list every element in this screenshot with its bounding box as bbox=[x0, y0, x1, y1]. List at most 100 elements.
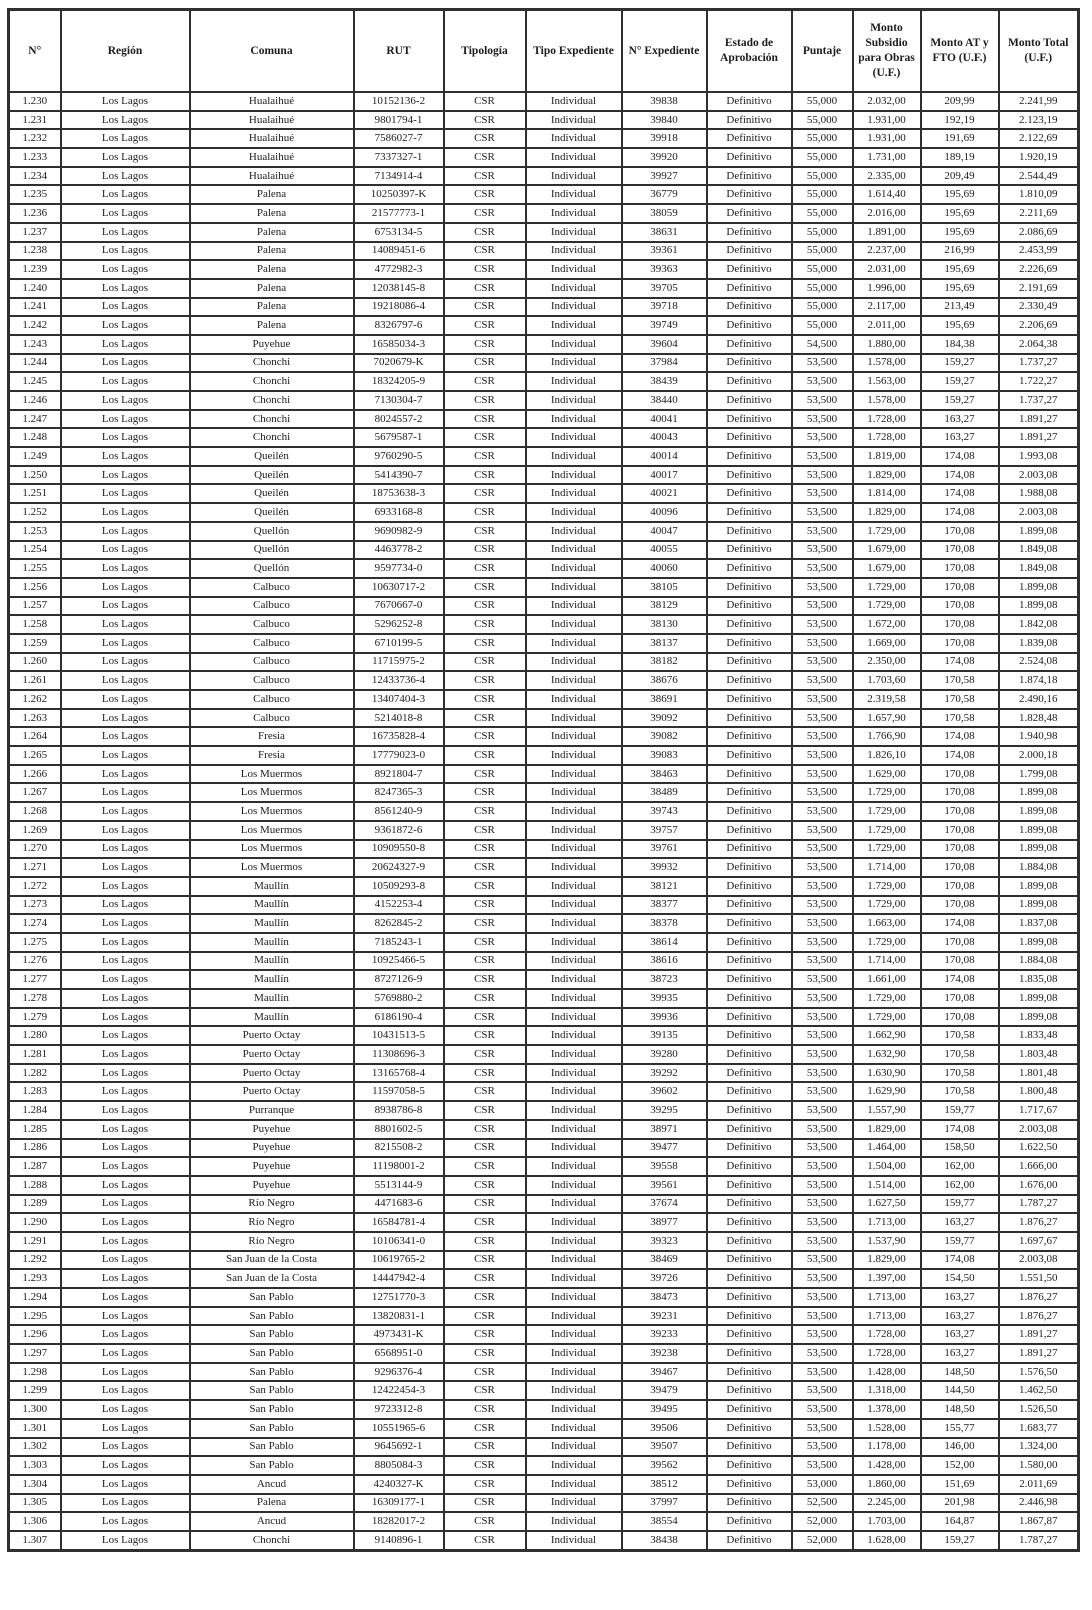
table-row: 1.283 Los Lagos Puerto Octay 11597058-5 CSR I… bbox=[7, 1081, 1080, 1103]
table-cell: 4471683-6 bbox=[352, 1193, 445, 1215]
table-cell: Los Lagos bbox=[59, 1287, 191, 1308]
table-cell: 53,500 bbox=[790, 502, 854, 523]
table-cell: 2.191,69 bbox=[997, 277, 1080, 299]
table-cell: 1.729,00 bbox=[851, 988, 922, 1009]
table-cell: 7586027-7 bbox=[352, 128, 445, 150]
table-cell: 5296252-8 bbox=[352, 614, 445, 635]
table-cell: Los Lagos bbox=[59, 1062, 191, 1084]
table-cell: 38691 bbox=[620, 689, 708, 710]
table-cell: 53,500 bbox=[790, 576, 854, 598]
table-cell: Definitivo bbox=[705, 483, 793, 505]
table-cell: San Pablo bbox=[188, 1305, 355, 1327]
table-cell: 1.242 bbox=[7, 315, 62, 336]
table-cell: CSR bbox=[442, 782, 527, 804]
table-cell: CSR bbox=[442, 502, 527, 523]
table-cell: CSR bbox=[442, 931, 527, 953]
table-cell: 53,500 bbox=[790, 1249, 854, 1271]
table-cell: 1.286 bbox=[7, 1137, 62, 1159]
table-cell: Los Lagos bbox=[59, 1268, 191, 1289]
table-cell: Individual bbox=[524, 147, 623, 168]
table-cell: Individual bbox=[524, 651, 623, 673]
table-cell: 38439 bbox=[620, 371, 708, 392]
table-cell: 10431513-5 bbox=[352, 1025, 445, 1047]
table-cell: 170,08 bbox=[919, 595, 1000, 617]
table-cell: Individual bbox=[524, 614, 623, 635]
table-cell: 1.729,00 bbox=[851, 931, 922, 953]
table-cell: 38616 bbox=[620, 950, 708, 972]
table-cell: 159,27 bbox=[919, 371, 1000, 392]
table-row: 1.256 Los Lagos Calbuco 10630717-2 CSR Indivi… bbox=[7, 576, 1080, 598]
table-cell: 40060 bbox=[620, 558, 708, 579]
table-cell: Palena bbox=[188, 259, 355, 280]
table-cell: CSR bbox=[442, 184, 527, 206]
table-row: 1.297 Los Lagos San Pablo 6568951-0 CSR Indiv… bbox=[7, 1343, 1080, 1364]
table-cell: 53,500 bbox=[790, 931, 854, 953]
table-cell: Los Lagos bbox=[59, 1361, 191, 1383]
table-cell: Definitivo bbox=[705, 184, 793, 206]
table-cell: Definitivo bbox=[705, 1044, 793, 1065]
table-cell: 53,500 bbox=[790, 1399, 854, 1420]
table-cell: Los Lagos bbox=[59, 277, 191, 299]
table-cell: 53,500 bbox=[790, 1062, 854, 1084]
table-cell: 1.307 bbox=[7, 1529, 62, 1552]
table-cell: 1.810,09 bbox=[997, 184, 1080, 206]
table-cell: 37984 bbox=[620, 352, 708, 374]
table-cell: 40043 bbox=[620, 427, 708, 449]
table-cell: 39231 bbox=[620, 1305, 708, 1327]
table-cell: Los Lagos bbox=[59, 1492, 191, 1514]
table-cell: CSR bbox=[442, 651, 527, 673]
table-row: 1.285 Los Lagos Puyehue 8801602-5 CSR Individ… bbox=[7, 1118, 1080, 1140]
column-header: N° bbox=[7, 8, 62, 93]
table-cell: 1.262 bbox=[7, 689, 62, 710]
table-cell: Definitivo bbox=[705, 857, 793, 878]
table-cell: Individual bbox=[524, 483, 623, 505]
table-cell: CSR bbox=[442, 352, 527, 374]
table-cell: CSR bbox=[442, 1249, 527, 1271]
table-cell: 1.920,19 bbox=[997, 147, 1080, 168]
table-cell: 1.537,90 bbox=[851, 1230, 922, 1252]
table-cell: 2.003,08 bbox=[997, 464, 1080, 486]
table-cell: 1.275 bbox=[7, 931, 62, 953]
table-cell: Individual bbox=[524, 931, 623, 953]
table-cell: 52,500 bbox=[790, 1492, 854, 1514]
table-cell: 213,49 bbox=[919, 296, 1000, 318]
table-cell: 8727126-9 bbox=[352, 969, 445, 990]
table-cell: 1.557,90 bbox=[851, 1100, 922, 1121]
table-row: 1.295 Los Lagos San Pablo 13820831-1 CSR Indi… bbox=[7, 1305, 1080, 1327]
table-cell: CSR bbox=[442, 950, 527, 972]
table-row: 1.255 Los Lagos Quellón 9597734-0 CSR Individ… bbox=[7, 558, 1080, 579]
table-cell: 1.462,50 bbox=[997, 1380, 1080, 1402]
table-row: 1.265 Los Lagos Fresia 17779023-0 CSR Individ… bbox=[7, 745, 1080, 766]
table-cell: 40017 bbox=[620, 464, 708, 486]
table-cell: 55,000 bbox=[790, 184, 854, 206]
table-row: 1.286 Los Lagos Puyehue 8215508-2 CSR Individ… bbox=[7, 1137, 1080, 1159]
table-cell: 1.880,00 bbox=[851, 333, 922, 355]
table-cell: CSR bbox=[442, 1529, 527, 1552]
table-cell: Definitivo bbox=[705, 91, 793, 112]
table-cell: 2.330,49 bbox=[997, 296, 1080, 318]
table-cell: Puyehue bbox=[188, 1137, 355, 1159]
table-cell: 2.544,49 bbox=[997, 165, 1080, 187]
table-cell: 13820831-1 bbox=[352, 1305, 445, 1327]
table-cell: 55,000 bbox=[790, 240, 854, 262]
table-cell: 163,27 bbox=[919, 1305, 1000, 1327]
table-cell: 170,08 bbox=[919, 763, 1000, 785]
table-cell: Definitivo bbox=[705, 277, 793, 299]
table-cell: 1.729,00 bbox=[851, 801, 922, 822]
table-cell: 163,27 bbox=[919, 1212, 1000, 1233]
table-cell: Definitivo bbox=[705, 128, 793, 150]
table-cell: CSR bbox=[442, 670, 527, 691]
table-cell: 1.622,50 bbox=[997, 1137, 1080, 1159]
table-cell: Quellón bbox=[188, 558, 355, 579]
table-cell: 53,500 bbox=[790, 950, 854, 972]
table-cell: 9361872-6 bbox=[352, 819, 445, 841]
table-cell: 39932 bbox=[620, 857, 708, 878]
table-cell: Los Lagos bbox=[59, 1399, 191, 1420]
table-row: 1.272 Los Lagos Maullín 10509293-8 CSR Indivi… bbox=[7, 875, 1080, 897]
table-cell: 39507 bbox=[620, 1436, 708, 1458]
table-cell: 38182 bbox=[620, 651, 708, 673]
table-cell: Ancud bbox=[188, 1473, 355, 1495]
table-cell: Individual bbox=[524, 1212, 623, 1233]
table-cell: 170,08 bbox=[919, 576, 1000, 598]
table-cell: Río Negro bbox=[188, 1193, 355, 1215]
